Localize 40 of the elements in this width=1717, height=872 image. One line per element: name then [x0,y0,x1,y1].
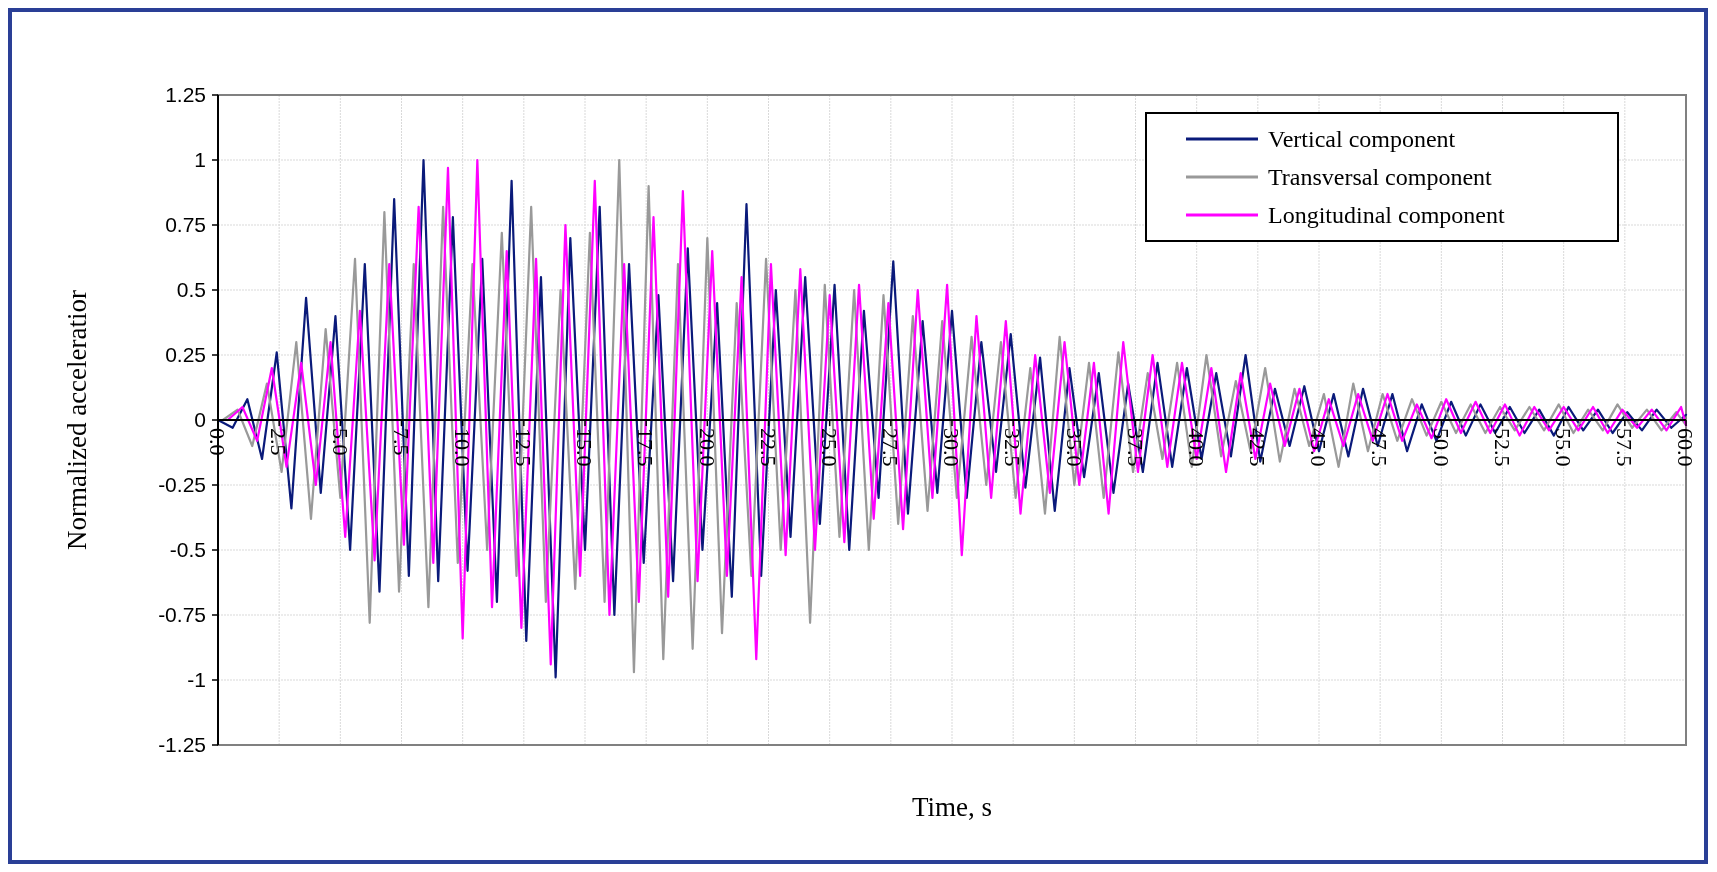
y-tick-label: -1 [187,668,206,692]
y-tick-label: -0.75 [158,603,206,627]
x-tick-label: 32.5 [1000,428,1026,467]
x-tick-label: 25.0 [816,428,842,467]
legend-label: Longitudinal component [1268,202,1505,229]
x-tick-label: 45.0 [1306,428,1332,467]
x-tick-label: 7.5 [388,428,414,456]
x-tick-label: 40.0 [1183,428,1209,467]
x-tick-label: 27.5 [878,428,904,467]
legend-label: Transversal component [1268,164,1493,191]
y-axis-title: Normalized acceleratior [62,289,92,551]
x-tick-label: 52.5 [1489,428,1515,467]
x-tick-label: 30.0 [939,428,965,467]
x-tick-label: 60.0 [1673,428,1699,467]
y-tick-label: 0.75 [165,213,206,237]
y-tick-label: 0 [194,408,206,432]
x-tick-label: 2.5 [266,428,292,456]
y-tick-label: -1.25 [158,733,206,757]
x-tick-label: 55.0 [1550,428,1576,467]
x-tick-label: 35.0 [1061,428,1087,467]
y-tick-label: 0.25 [165,343,206,367]
x-tick-label: 12.5 [511,428,537,467]
y-tick-label: 0.5 [176,278,206,302]
x-tick-label: 22.5 [755,428,781,467]
x-tick-label: 10.0 [449,428,475,467]
x-tick-label: 17.5 [633,428,659,467]
legend-label: Vertical component [1268,126,1456,153]
x-tick-label: 5.0 [327,428,353,456]
y-tick-label: -0.25 [158,473,206,497]
x-tick-label: 15.0 [572,428,598,467]
x-tick-label: 50.0 [1428,428,1454,467]
x-axis-title: Time, s [911,792,993,822]
y-tick-label: 1 [194,148,206,172]
y-tick-label: 1.25 [165,83,206,107]
x-tick-label: 37.5 [1122,428,1148,467]
x-tick-label: 42.5 [1245,428,1271,467]
x-tick-label: 57.5 [1612,428,1638,467]
y-tick-label: -0.5 [169,538,206,562]
x-tick-label: 47.5 [1367,428,1393,467]
x-tick-label: 20.0 [694,428,720,467]
